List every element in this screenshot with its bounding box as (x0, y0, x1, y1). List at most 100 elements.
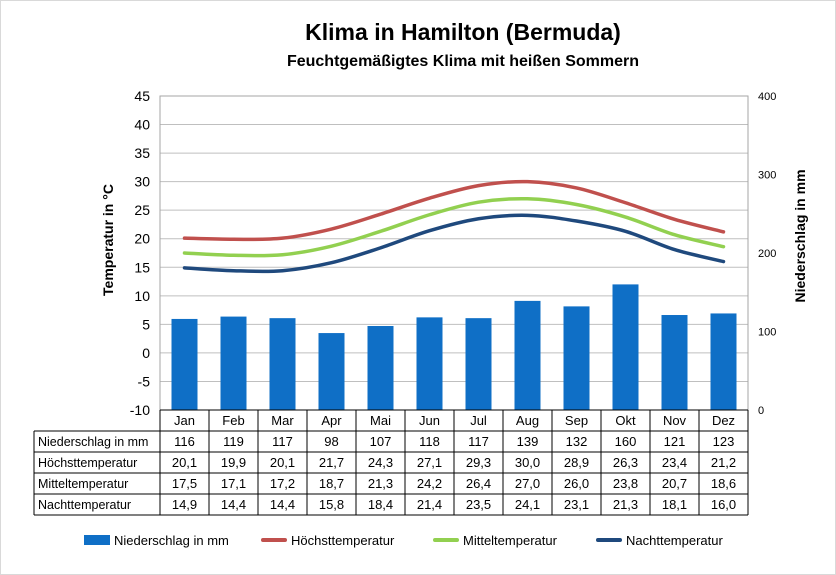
table-cell: 23,5 (466, 497, 491, 512)
y-left-tick-label: 5 (142, 316, 150, 332)
legend-label: Niederschlag in mm (114, 532, 229, 548)
table-cell: 20,1 (172, 455, 197, 470)
table-cell: 20,7 (662, 476, 687, 491)
table-cell: 30,0 (515, 455, 540, 470)
y-left-tick-label: 0 (142, 345, 150, 361)
table-cell: 18,1 (662, 497, 687, 512)
mitteltemperatur-line (182, 196, 726, 258)
table-cell: 24,3 (368, 455, 393, 470)
x-category-label: Dez (712, 413, 735, 428)
table-cell: 21,7 (319, 455, 344, 470)
table-cell: 119 (223, 434, 244, 449)
table-cell: 23,8 (613, 476, 638, 491)
chart-subtitle: Feuchtgemäßigtes Klima mit heißen Sommer… (286, 53, 640, 70)
legend-label: Höchsttemperatur (291, 532, 395, 548)
precipitation-bar (367, 326, 394, 410)
h-chsttemperatur-line (182, 179, 726, 242)
axes: 45 40 35 30 25 20 15 10 5 0 -5 -10 400 300 200 100 0 Temp… (100, 88, 808, 418)
x-category-label: Jan (174, 413, 195, 428)
legend-line-swatch (261, 538, 287, 542)
y-right-tick-label: 200 (758, 248, 776, 260)
table-cell: 14,4 (221, 497, 246, 512)
table-cell: 139 (517, 434, 539, 449)
legend-item: Höchsttemperatur (261, 530, 394, 550)
table-cell: 15,8 (319, 497, 344, 512)
table-cell: 20,1 (270, 455, 295, 470)
table-cell: 21,3 (613, 497, 638, 512)
x-category-label: Jul (470, 413, 487, 428)
table-cell: 123 (713, 434, 735, 449)
table-row-header: Nachttemperatur (38, 498, 131, 512)
y-left-tick-label: -10 (130, 402, 150, 418)
y-left-tick-label: 10 (134, 288, 150, 304)
y-left-tick-label: 25 (134, 202, 150, 218)
temperature-lines (182, 179, 726, 274)
table-cell: 18,6 (711, 476, 736, 491)
legend-item: Nachttemperatur (596, 530, 723, 550)
table-cell: 116 (174, 434, 195, 449)
precipitation-bar (710, 313, 737, 410)
x-category-label: Sep (565, 413, 588, 428)
precipitation-bar (269, 318, 296, 410)
plot-area-border (159, 95, 749, 411)
precipitation-bar (416, 317, 443, 410)
y-left-axis-title: Temperatur in °C (100, 184, 116, 296)
legend-label: Mitteltemperatur (463, 532, 557, 548)
precipitation-bar (465, 318, 492, 410)
table-cell: 23,4 (662, 455, 687, 470)
y-left-tick-label: 40 (134, 117, 150, 133)
chart-title: Klima in Hamilton (Bermuda) (305, 19, 621, 45)
table-cell: 160 (615, 434, 637, 449)
precipitation-bar (318, 333, 345, 410)
table-cell: 26,0 (564, 476, 589, 491)
table-cell: 14,9 (172, 497, 197, 512)
y-left-tick-label: 20 (134, 231, 150, 247)
y-left-tick-label: 15 (134, 259, 150, 275)
table-cell: 21,3 (368, 476, 393, 491)
data-table: Jan Feb Mar Apr Mai Jun Jul Aug Sep Okt Nov Dez Nied… (33, 409, 749, 516)
table-cell: 19,9 (221, 455, 246, 470)
y-left-tick-label: 35 (134, 145, 150, 161)
table-cell: 17,5 (172, 476, 197, 491)
legend-line-swatch (596, 538, 622, 542)
table-cell: 132 (566, 434, 588, 449)
x-category-label: Jun (419, 413, 440, 428)
legend-item: Mitteltemperatur (433, 530, 557, 550)
legend-item: Niederschlag in mm (84, 530, 229, 550)
table-cell: 24,1 (515, 497, 540, 512)
table-cell: 17,1 (221, 476, 246, 491)
table-cell: 24,2 (417, 476, 442, 491)
y-right-tick-label: 100 (758, 327, 776, 339)
gridlines (160, 95, 748, 411)
y-left-tick-label: 30 (134, 174, 150, 190)
table-cell: 16,0 (711, 497, 736, 512)
table-cell: 21,2 (711, 455, 736, 470)
legend-bar-swatch (84, 535, 110, 545)
x-category-label: Mar (271, 413, 294, 428)
precipitation-bar (612, 284, 639, 410)
table-cell: 118 (419, 434, 440, 449)
table-cell: 117 (272, 434, 293, 449)
precipitation-bar (514, 300, 541, 410)
x-category-label: Apr (321, 413, 342, 428)
precipitation-bar (220, 316, 247, 410)
table-row-header: Höchsttemperatur (38, 456, 137, 470)
y-right-axis-title: Niederschlag in mm (792, 169, 808, 302)
table-cell: 23,1 (564, 497, 589, 512)
table-cell: 107 (370, 434, 392, 449)
nachttemperatur-line (182, 213, 726, 274)
legend: Niederschlag in mm Höchsttemperatur Mittel… (0, 530, 836, 550)
table-cell: 26,3 (613, 455, 638, 470)
table-cell: 26,4 (466, 476, 491, 491)
x-category-label: Okt (615, 413, 636, 428)
table-cell: 18,7 (319, 476, 344, 491)
x-category-label: Nov (663, 413, 687, 428)
x-category-label: Feb (222, 413, 244, 428)
table-cell: 28,9 (564, 455, 589, 470)
table-cell: 117 (468, 434, 489, 449)
table-cell: 21,4 (417, 497, 442, 512)
precipitation-bar (563, 306, 590, 410)
climate-chart: 45 40 35 30 25 20 15 10 5 0 -5 -10 400 300 200 100 0 Temp… (33, 88, 808, 516)
x-category-label: Aug (516, 413, 539, 428)
table-cell: 27,1 (417, 455, 442, 470)
